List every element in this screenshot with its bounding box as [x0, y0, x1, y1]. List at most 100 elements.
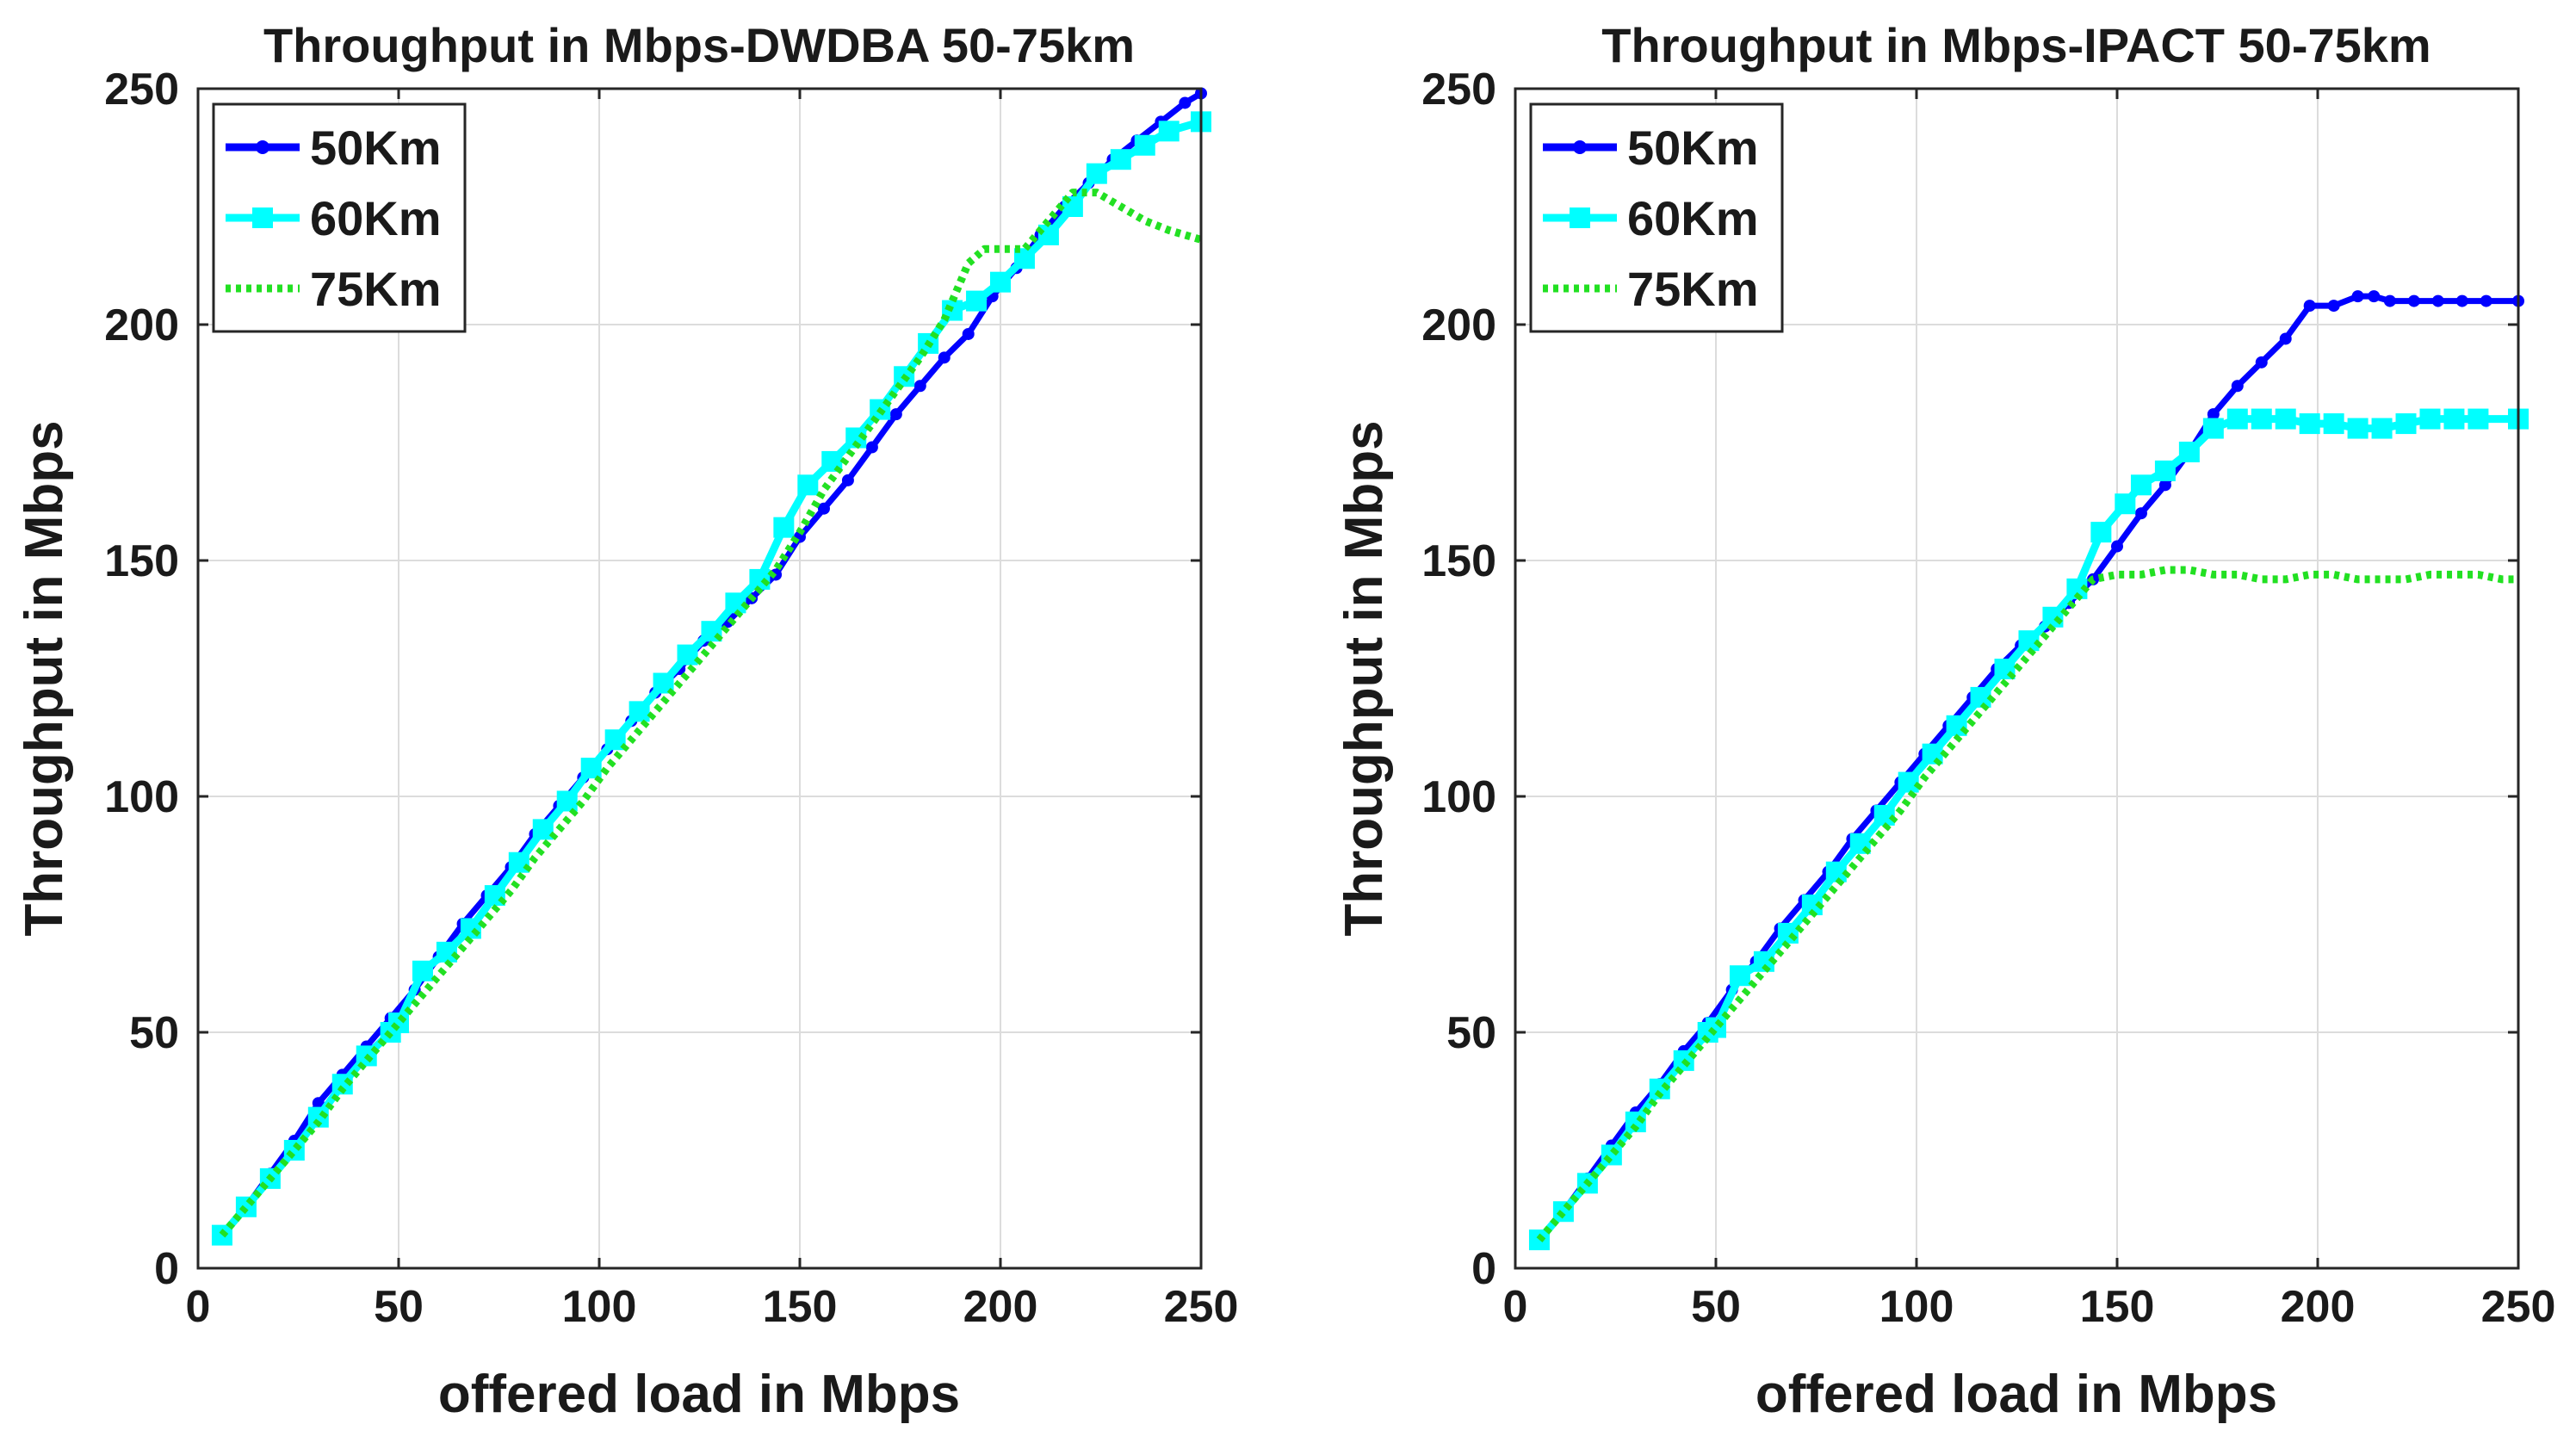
data-point — [2207, 408, 2220, 421]
data-point — [725, 592, 746, 614]
data-point — [2303, 300, 2316, 313]
data-point — [460, 918, 481, 939]
legend-marker — [1573, 140, 1587, 154]
data-point — [1528, 1229, 1550, 1251]
data-point — [1158, 121, 1180, 142]
data-point — [2275, 408, 2296, 430]
legend-label: 75Km — [310, 262, 442, 316]
data-point — [797, 474, 819, 496]
data-point — [749, 568, 771, 590]
y-axis-label: Throughput in Mbps — [15, 420, 74, 936]
data-point — [2018, 630, 2040, 652]
x-axis-label: offered load in Mbps — [1756, 1365, 2277, 1424]
legend-label: 60Km — [310, 191, 442, 245]
data-point — [2158, 479, 2171, 492]
x-tick-label: 50 — [374, 1282, 424, 1332]
y-tick-label: 0 — [1471, 1244, 1496, 1294]
y-axis-label: Throughput in Mbps — [1334, 420, 1394, 936]
data-point — [966, 290, 988, 312]
x-tick-label: 250 — [1164, 1282, 1239, 1332]
data-point — [2226, 408, 2248, 430]
x-tick-label: 0 — [186, 1282, 211, 1332]
x-tick-label: 50 — [1691, 1282, 1741, 1332]
y-tick-label: 50 — [129, 1008, 179, 1058]
legend-label: 50Km — [1627, 121, 1759, 175]
data-point — [235, 1196, 257, 1217]
x-tick-label: 200 — [963, 1282, 1038, 1332]
legend-marker — [256, 140, 269, 154]
data-point — [2431, 294, 2444, 307]
data-point — [436, 941, 457, 963]
data-point — [1179, 96, 1192, 109]
data-point — [556, 790, 578, 812]
data-point — [1134, 134, 1155, 156]
data-point — [211, 1224, 232, 1246]
legend-label: 60Km — [1627, 191, 1759, 245]
data-point — [2468, 408, 2489, 430]
data-point — [2455, 294, 2468, 307]
data-point — [2130, 474, 2152, 496]
chart-panel-ipact: Throughput in Mbps-IPACT 50-75km offered… — [1334, 18, 2555, 1424]
data-point — [2347, 418, 2369, 439]
data-point — [2299, 413, 2320, 435]
data-point — [2279, 332, 2292, 345]
data-point — [2419, 408, 2441, 430]
data-point — [913, 380, 926, 393]
data-point — [580, 758, 602, 779]
y-tick-label: 100 — [1421, 772, 1496, 822]
data-point — [962, 327, 975, 340]
data-point — [817, 502, 830, 515]
data-point — [2134, 507, 2147, 520]
chart-panel-dwdba: Throughput in Mbps-DWDBA 50-75km offered… — [15, 18, 1238, 1424]
chart-title: Throughput in Mbps-IPACT 50-75km — [1601, 18, 2430, 72]
data-point — [2111, 540, 2123, 553]
data-point — [1086, 163, 1107, 184]
x-tick-label: 150 — [763, 1282, 838, 1332]
legend: 50Km 60Km 75Km — [212, 102, 467, 333]
x-tick-label: 0 — [1503, 1282, 1528, 1332]
y-tick-label: 150 — [1421, 536, 1496, 586]
data-point — [1898, 771, 1919, 793]
data-point — [2371, 418, 2393, 439]
x-axis-label: offered load in Mbps — [438, 1365, 960, 1424]
x-tick-label: 150 — [2080, 1282, 2155, 1332]
data-point — [1037, 224, 1059, 245]
data-point — [312, 1097, 325, 1110]
series-line — [1536, 566, 2518, 1243]
data-point — [2395, 413, 2417, 435]
legend-entry: 75Km — [226, 262, 442, 316]
data-point — [1873, 804, 1895, 826]
plot-frame — [196, 87, 1203, 1270]
y-tick-label: 150 — [104, 536, 179, 586]
series-60km — [211, 111, 1211, 1246]
data-point — [388, 1012, 409, 1034]
data-point — [2042, 606, 2064, 628]
legend: 50Km 60Km 75Km — [1529, 102, 1784, 333]
y-tick-label: 200 — [1421, 300, 1496, 350]
data-point — [2231, 380, 2244, 393]
legend-marker — [1570, 207, 1590, 228]
data-point — [532, 819, 554, 840]
data-point — [938, 351, 951, 364]
legend-marker — [252, 207, 273, 228]
data-point — [2178, 441, 2200, 462]
y-tick-label: 50 — [1446, 1008, 1496, 1058]
y-tick-label: 0 — [154, 1244, 179, 1294]
y-tick-label: 200 — [104, 300, 179, 350]
data-point — [2368, 290, 2381, 303]
x-tick-label: 100 — [1879, 1282, 1954, 1332]
data-point — [773, 517, 795, 538]
legend-entry: 50Km — [226, 121, 442, 175]
data-point — [629, 701, 650, 722]
data-point — [1706, 1017, 1726, 1038]
data-point — [2443, 408, 2465, 430]
legend-label: 75Km — [1627, 262, 1759, 316]
data-point — [2480, 294, 2492, 307]
data-point — [2202, 418, 2224, 439]
legend-label: 50Km — [310, 121, 442, 175]
x-tick-label: 100 — [562, 1282, 637, 1332]
data-point — [2154, 460, 2176, 481]
legend-entry: 60Km — [226, 191, 442, 245]
data-point — [2407, 294, 2420, 307]
